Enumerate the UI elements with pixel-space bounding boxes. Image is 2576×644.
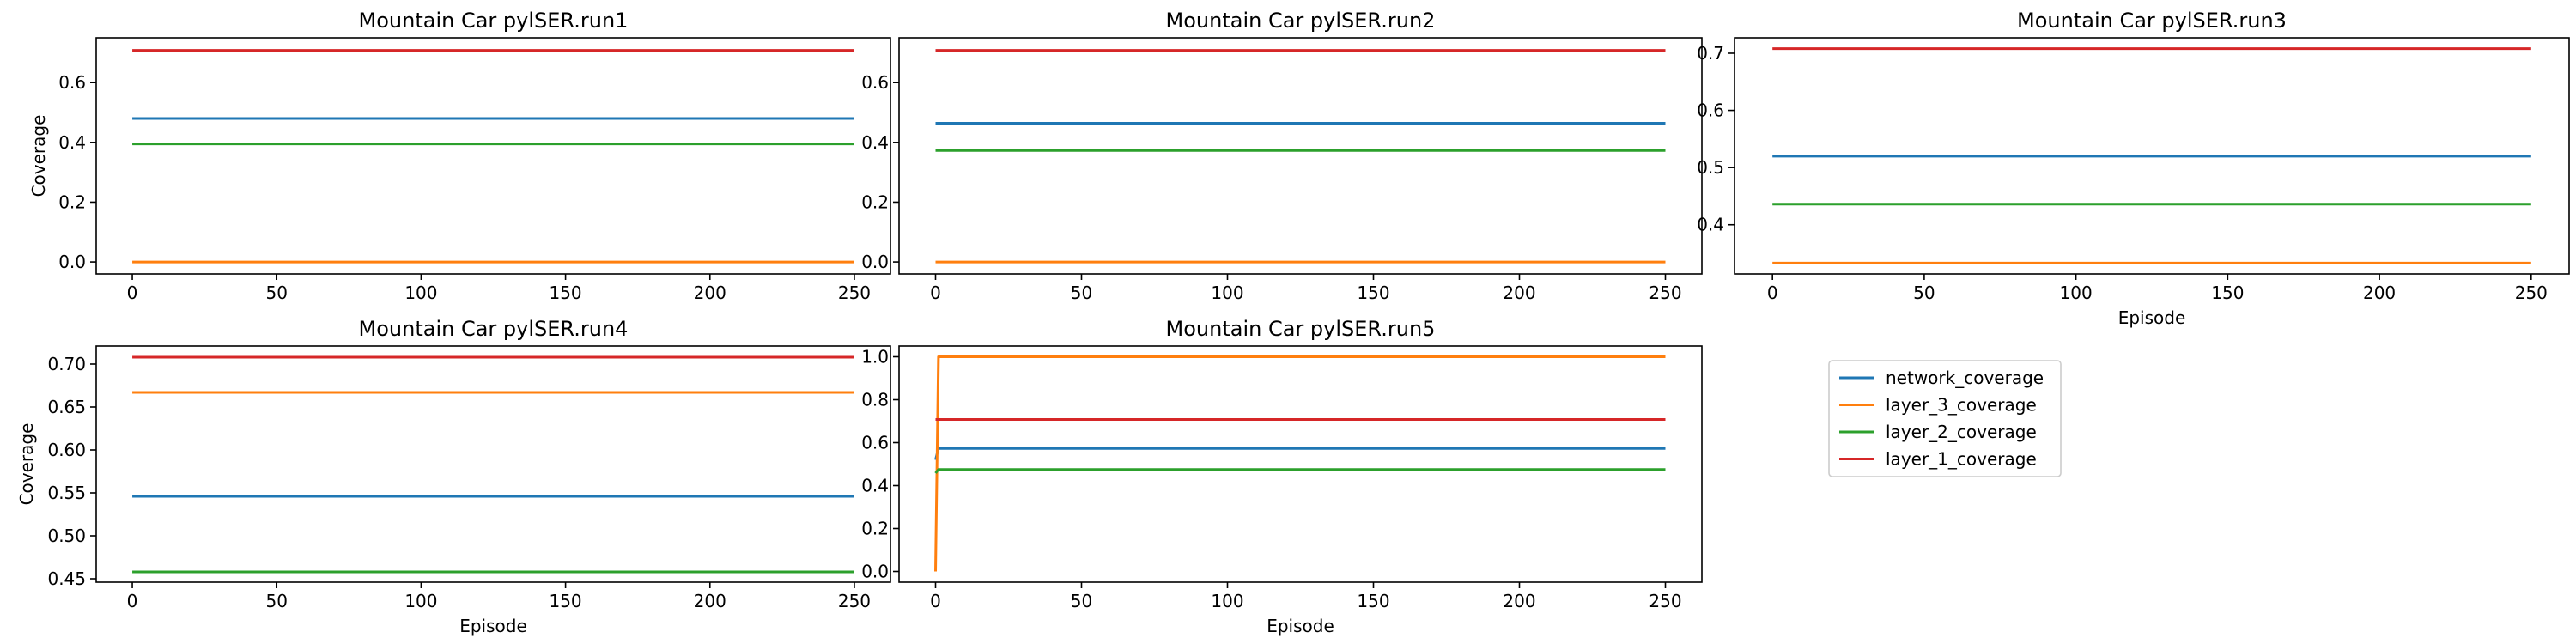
- x-tick-label: 150: [1357, 591, 1389, 611]
- x-tick-label: 0: [1767, 283, 1778, 303]
- subplot-4: Mountain Car pylSER.run4 0 50 100 150 200 250 0…: [16, 317, 891, 636]
- y-tick-label: 0.70: [47, 354, 86, 374]
- y-tick-label: 0.2: [861, 519, 889, 539]
- subplot-5: Mountain Car pylSER.run5 0 50 100 150 200 250 0…: [861, 317, 1703, 636]
- series-line-network-coverage: [934, 447, 1666, 460]
- axes-frame: [898, 345, 1703, 583]
- axes-frame: [898, 37, 1703, 275]
- y-tick-label: 0.5: [1697, 157, 1724, 178]
- series-group: [1772, 47, 2531, 264]
- y-tick-label: 0.0: [861, 252, 889, 272]
- x-tick-label: 200: [694, 591, 726, 611]
- chart-title: Mountain Car pylSER.run3: [2017, 9, 2287, 33]
- x-tick-label: 100: [404, 283, 437, 303]
- y-tick-label: 0.2: [58, 191, 86, 212]
- y-tick-label: 0.65: [47, 397, 86, 417]
- x-tick-label: 200: [2363, 283, 2396, 303]
- x-tick-label: 250: [838, 283, 871, 303]
- y-tick-label: 0.60: [47, 440, 86, 460]
- series-group: [934, 355, 1666, 572]
- x-tick-label: 250: [2515, 283, 2548, 303]
- y-tick-label: 0.4: [1697, 215, 1724, 235]
- subplot-2: Mountain Car pylSER.run2 0 50 100 150 200 250 0…: [861, 9, 1703, 303]
- legend-label: layer_1_coverage: [1886, 449, 2037, 470]
- subplot-3: Mountain Car pylSER.run3 0 50 100 150 200 250 0…: [1697, 9, 2570, 328]
- x-tick-label: 0: [127, 591, 138, 611]
- y-tick-label: 0.2: [861, 191, 889, 212]
- x-tick-label: 250: [1649, 283, 1681, 303]
- x-tick-label: 50: [1913, 283, 1935, 303]
- y-axis-label: Coverage: [16, 423, 37, 506]
- x-tick-label: 200: [1503, 591, 1535, 611]
- y-tick-label: 1.0: [861, 347, 889, 368]
- x-tick-label: 100: [2060, 283, 2093, 303]
- y-tick-label: 0.4: [58, 132, 86, 153]
- legend-label: layer_2_coverage: [1886, 422, 2037, 442]
- y-tick-label: 0.8: [861, 390, 889, 410]
- chart-title: Mountain Car pylSER.run4: [359, 317, 629, 341]
- x-tick-label: 0: [930, 591, 941, 611]
- x-tick-label: 250: [1649, 591, 1681, 611]
- y-tick-label: 0.0: [58, 252, 86, 272]
- series-group: [935, 49, 1666, 264]
- subplot-1: Mountain Car pylSER.run1 0 50 100 150 200 250 0…: [28, 9, 891, 303]
- x-tick-label: 150: [2211, 283, 2244, 303]
- y-tick-label: 0.4: [861, 132, 889, 153]
- y-tick-label: 0.6: [1697, 100, 1724, 121]
- y-axis-label: Coverage: [28, 115, 49, 197]
- axes-frame: [95, 37, 891, 275]
- x-axis-label: Episode: [1267, 616, 1334, 636]
- x-tick-label: 50: [1071, 591, 1092, 611]
- x-tick-label: 250: [838, 591, 871, 611]
- x-tick-label: 50: [1071, 283, 1092, 303]
- y-tick-label: 0.7: [1697, 43, 1724, 64]
- y-tick-label: 0.50: [47, 526, 86, 546]
- axes-frame: [1734, 37, 2570, 275]
- x-tick-label: 150: [549, 591, 581, 611]
- x-tick-label: 100: [1211, 591, 1243, 611]
- series-group: [132, 49, 854, 264]
- series-line-layer-2-coverage: [934, 468, 1666, 474]
- series-group: [132, 355, 854, 574]
- x-tick-label: 200: [694, 283, 726, 303]
- y-tick-label: 0.6: [861, 72, 889, 93]
- x-tick-label: 0: [930, 283, 941, 303]
- x-tick-label: 150: [1357, 283, 1389, 303]
- legend: network_coverage layer_3_coverage layer_2_…: [1828, 360, 2062, 477]
- x-tick-label: 0: [127, 283, 138, 303]
- x-tick-label: 200: [1503, 283, 1535, 303]
- x-axis-label: Episode: [459, 616, 527, 636]
- chart-title: Mountain Car pylSER.run2: [1166, 9, 1436, 33]
- y-tick-label: 0.6: [58, 72, 86, 93]
- chart-title: Mountain Car pylSER.run5: [1166, 317, 1436, 341]
- y-tick-label: 0.45: [47, 568, 86, 589]
- x-tick-label: 100: [404, 591, 437, 611]
- x-tick-label: 50: [266, 591, 288, 611]
- y-tick-label: 0.6: [861, 433, 889, 453]
- y-tick-label: 0.0: [861, 562, 889, 582]
- y-tick-label: 0.55: [47, 483, 86, 503]
- x-axis-label: Episode: [2118, 307, 2186, 328]
- series-line-layer-3-coverage: [934, 355, 1666, 572]
- legend-label: network_coverage: [1886, 368, 2044, 388]
- x-tick-label: 100: [1211, 283, 1243, 303]
- y-tick-label: 0.4: [861, 476, 889, 496]
- x-tick-label: 50: [266, 283, 288, 303]
- x-tick-label: 150: [549, 283, 581, 303]
- legend-label: layer_3_coverage: [1886, 395, 2037, 416]
- axes-frame: [95, 345, 891, 583]
- legend-frame: [1828, 360, 2062, 477]
- chart-title: Mountain Car pylSER.run1: [359, 9, 629, 33]
